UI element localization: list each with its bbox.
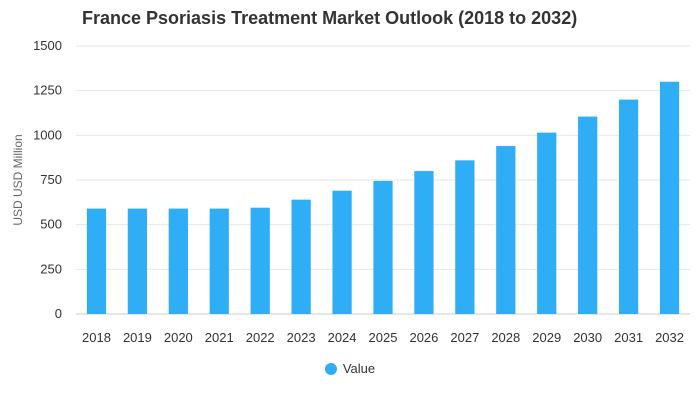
bars	[86, 81, 680, 314]
x-tick-label: 2032	[655, 330, 684, 345]
legend-label: Value	[342, 361, 376, 376]
bar-2022[interactable]	[250, 207, 270, 314]
x-tick-label: 2031	[614, 330, 643, 345]
x-tick-label: 2019	[123, 330, 152, 345]
y-tick-label: 1500	[33, 38, 62, 53]
legend-swatch	[324, 362, 337, 375]
y-tick-label: 500	[40, 217, 62, 232]
bar-2023[interactable]	[291, 199, 311, 314]
y-tick-label: 750	[40, 172, 62, 187]
x-tick-label: 2030	[573, 330, 602, 345]
bar-2020[interactable]	[168, 208, 188, 314]
x-tick-label: 2025	[369, 330, 398, 345]
y-axis-ticks: 0 250 500 750 1000 1250 1500	[33, 38, 62, 321]
bar-2019[interactable]	[127, 208, 148, 314]
x-tick-label: 2028	[491, 330, 520, 345]
x-tick-label: 2018	[82, 330, 111, 345]
bar-2031[interactable]	[618, 99, 639, 314]
y-tick-label: 250	[40, 261, 62, 276]
x-tick-label: 2024	[328, 330, 357, 345]
x-tick-label: 2026	[409, 330, 438, 345]
y-tick-label: 1000	[33, 127, 62, 142]
bar-2024[interactable]	[332, 190, 352, 314]
bar-2026[interactable]	[414, 171, 434, 314]
bar-2032[interactable]	[659, 81, 680, 314]
x-tick-label: 2021	[205, 330, 234, 345]
bar-2029[interactable]	[537, 132, 557, 314]
y-tick-label: 0	[55, 306, 62, 321]
bar-2025[interactable]	[373, 180, 393, 314]
bar-2018[interactable]	[86, 208, 107, 314]
x-tick-label: 2023	[287, 330, 316, 345]
x-tick-label: 2022	[246, 330, 275, 345]
bar-2030[interactable]	[578, 116, 598, 314]
legend: Value	[0, 361, 700, 376]
x-tick-label: 2020	[164, 330, 193, 345]
chart-title: France Psoriasis Treatment Market Outloo…	[82, 8, 578, 28]
bar-2027[interactable]	[455, 160, 475, 314]
x-tick-label: 2027	[450, 330, 479, 345]
bar-2028[interactable]	[496, 146, 516, 314]
x-tick-label: 2029	[532, 330, 561, 345]
x-axis-ticks: 2018 2019 2020 2021 2022 2023 2024 2025 2026 2027…	[82, 330, 684, 345]
bar-2021[interactable]	[209, 208, 229, 314]
y-axis-title: USD USD Million	[11, 134, 25, 225]
y-tick-label: 1250	[33, 83, 62, 98]
